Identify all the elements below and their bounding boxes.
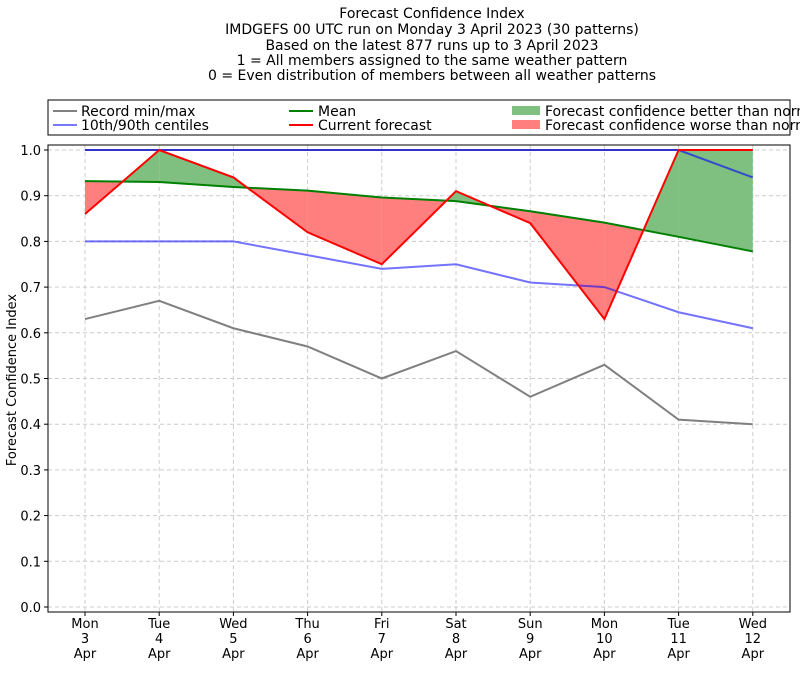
- x-tick-label: Mon: [71, 617, 98, 632]
- x-tick-label: 3: [81, 632, 89, 647]
- legend-label: Current forecast: [318, 118, 432, 134]
- legend-swatch-better: [512, 106, 540, 115]
- legend-swatch-worse: [512, 120, 540, 129]
- fill-better-than-normal: [159, 150, 234, 188]
- current-forecast-line: [84, 148, 753, 322]
- x-tick-label: 6: [303, 632, 311, 647]
- legend-label: Forecast confidence worse than normal: [545, 118, 800, 134]
- x-tick-label: Mon: [591, 617, 618, 632]
- x-tick-label: Apr: [667, 647, 690, 662]
- record-min-line: [84, 299, 753, 426]
- y-tick-label: 0.5: [20, 373, 41, 388]
- chart-title: Forecast Confidence Index IMDGEFS 00 UTC…: [208, 6, 656, 84]
- y-tick-label: 0.7: [20, 281, 41, 296]
- centile-90th-line: [85, 149, 754, 179]
- x-tick-label: Apr: [593, 647, 616, 662]
- fill-better-than-normal: [678, 150, 753, 252]
- x-tick-label: Wed: [739, 617, 767, 632]
- y-tick-label: 0.9: [20, 190, 41, 205]
- x-tick-label: Sat: [445, 617, 466, 632]
- x-tick-label: Sun: [518, 617, 543, 632]
- x-tick-label: Apr: [222, 647, 245, 662]
- series-lines: [84, 148, 754, 426]
- legend: Record min/max 10th/90th centiles Mean C…: [47, 99, 800, 136]
- x-tick-label: Fri: [374, 617, 390, 632]
- confidence-fills: [85, 150, 753, 320]
- y-tick-label: 0.2: [20, 510, 41, 525]
- legend-label: Mean: [318, 104, 356, 120]
- x-tick-label: 9: [526, 632, 534, 647]
- title-line: Forecast Confidence Index: [339, 6, 524, 22]
- x-tick-label: Apr: [445, 647, 468, 662]
- x-tick-label: 8: [452, 632, 460, 647]
- x-tick-label: Tue: [147, 617, 170, 632]
- x-tick-label: 7: [378, 632, 386, 647]
- legend-label: Forecast confidence better than normal: [545, 104, 800, 120]
- y-axis: 0.0 0.1 0.2 0.3 0.4 0.5 0.6 0.7 0.8 0.9 1.0: [20, 144, 48, 616]
- fill-worse-than-normal: [530, 211, 605, 320]
- y-tick-label: 0.0: [20, 601, 41, 616]
- x-tick-label: Thu: [294, 617, 319, 632]
- title-line: 0 = Even distribution of members between…: [208, 68, 656, 84]
- y-tick-label: 0.4: [20, 418, 41, 433]
- x-tick-label: Apr: [148, 647, 171, 662]
- title-line: Based on the latest 877 runs up to 3 Apr…: [265, 38, 598, 54]
- x-tick-label: Apr: [296, 647, 319, 662]
- y-tick-label: 0.3: [20, 464, 41, 479]
- title-line: IMDGEFS 00 UTC run on Monday 3 April 202…: [225, 22, 639, 38]
- x-axis: Mon3AprTue4AprWed5AprThu6AprFri7AprSat8A…: [71, 612, 767, 662]
- x-tick-label: Apr: [519, 647, 542, 662]
- x-tick-label: Tue: [666, 617, 689, 632]
- x-tick-label: 10: [596, 632, 613, 647]
- x-tick-label: 4: [155, 632, 163, 647]
- x-tick-label: 11: [670, 632, 687, 647]
- y-tick-label: 0.1: [20, 555, 41, 570]
- y-tick-label: 0.8: [20, 235, 41, 250]
- mean-line: [84, 180, 753, 253]
- x-tick-label: Apr: [742, 647, 765, 662]
- x-tick-label: 12: [745, 632, 762, 647]
- x-tick-label: 5: [229, 632, 237, 647]
- y-tick-label: 0.6: [20, 327, 41, 342]
- centile-10th-line: [85, 240, 754, 330]
- x-tick-label: Apr: [371, 647, 394, 662]
- legend-label: 10th/90th centiles: [81, 118, 209, 134]
- legend-label: Record min/max: [81, 104, 195, 120]
- y-axis-label: Forecast Confidence Index: [5, 294, 20, 466]
- x-tick-label: Wed: [219, 617, 247, 632]
- title-line: 1 = All members assigned to the same wea…: [237, 53, 628, 69]
- y-tick-label: 1.0: [20, 144, 41, 159]
- x-tick-label: Apr: [74, 647, 97, 662]
- fill-worse-than-normal: [307, 190, 382, 265]
